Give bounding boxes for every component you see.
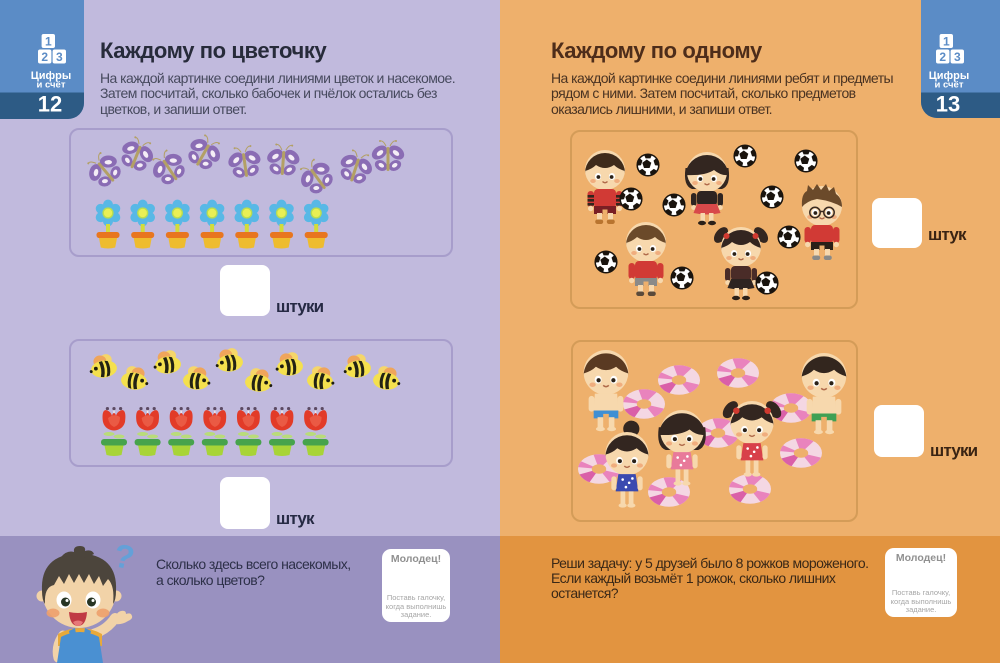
svg-text:13: 13 — [936, 92, 960, 117]
svg-text:2: 2 — [41, 50, 48, 64]
svg-text:12: 12 — [38, 92, 62, 117]
svg-text:1: 1 — [45, 34, 52, 48]
svg-text:1: 1 — [943, 34, 950, 48]
svg-text:Цифры: Цифры — [31, 70, 72, 82]
svg-text:2: 2 — [939, 50, 946, 64]
svg-text:Цифры: Цифры — [929, 70, 970, 82]
svg-text:и счёт: и счёт — [935, 80, 964, 91]
svg-text:и счёт: и счёт — [37, 80, 66, 91]
svg-text:3: 3 — [56, 50, 63, 64]
svg-text:3: 3 — [954, 50, 961, 64]
